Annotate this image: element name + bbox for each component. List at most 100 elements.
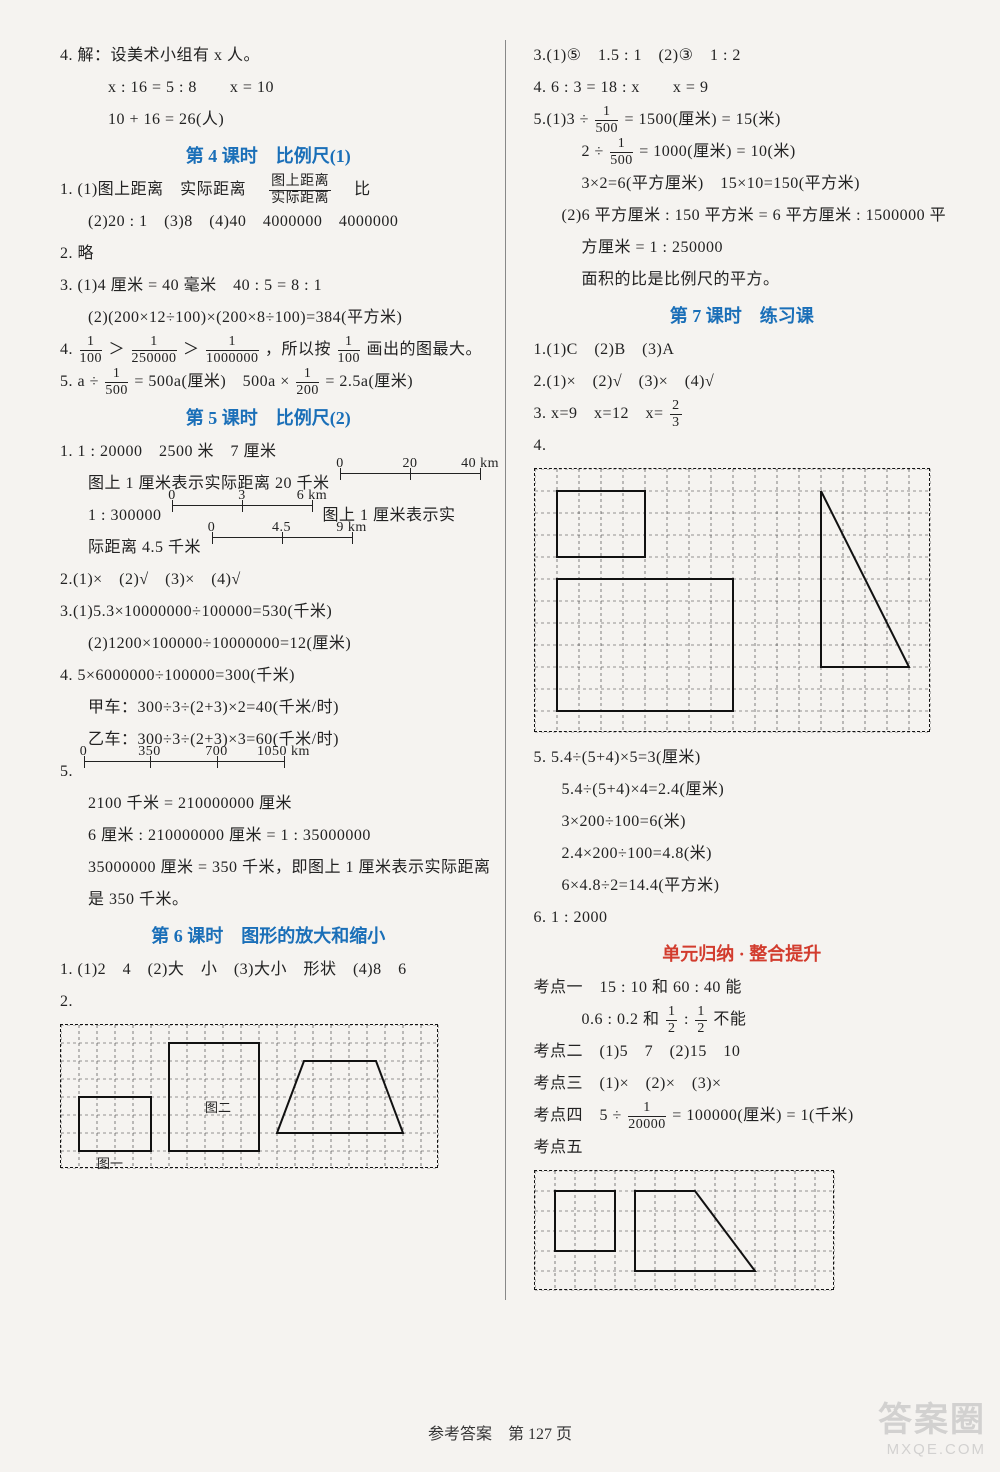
text: 图上 1 厘米表示实际距离 20 千米 02040 km bbox=[60, 468, 477, 500]
frac-den: 250000 bbox=[132, 351, 177, 366]
text: 0.6 : 0.2 和 bbox=[582, 1011, 664, 1028]
text: = 1500(厘米) = 15(米) bbox=[624, 111, 780, 128]
frac-num: 1 bbox=[338, 335, 361, 351]
frac-den: 2 bbox=[666, 1021, 678, 1036]
frac-num: 1 bbox=[666, 1005, 678, 1021]
text: 5. a ÷ bbox=[60, 373, 103, 390]
text: 际距离 4.5 千米 04.59 km bbox=[60, 532, 477, 564]
text: 1 : 300000 036 km 图上 1 厘米表示实 bbox=[60, 500, 477, 532]
text: x : 16 = 5 : 8 x = 10 bbox=[60, 72, 477, 104]
text: = 100000(厘米) = 1(千米) bbox=[672, 1107, 853, 1124]
text: 考点四 5 ÷ 120000 = 100000(厘米) = 1(千米) bbox=[534, 1100, 951, 1132]
text: ，所以按 bbox=[265, 341, 331, 358]
text: 0.6 : 0.2 和 12 : 12 不能 bbox=[534, 1004, 951, 1036]
text: : bbox=[684, 1011, 693, 1028]
text: 3×200÷100=6(米) bbox=[534, 806, 951, 838]
watermark-en: MXQE.COM bbox=[878, 1441, 986, 1458]
text: = 2.5a(厘米) bbox=[325, 373, 413, 390]
frac-num: 1 bbox=[695, 1005, 707, 1021]
text: (2)6 平方厘米 : 150 平方米 = 6 平方厘米 : 1500000 平 bbox=[534, 200, 951, 232]
text: 面积的比是比例尺的平方。 bbox=[534, 264, 951, 296]
text: (2)(200×12÷100)×(200×8÷100)=384(平方米) bbox=[60, 302, 477, 334]
frac-den: 500 bbox=[595, 121, 618, 136]
text: 不能 bbox=[713, 1011, 746, 1028]
text: 35000000 厘米 = 350 千米，即图上 1 厘米表示实际距离 bbox=[60, 852, 477, 884]
frac-den: 100 bbox=[80, 351, 103, 366]
grid-figure-k5 bbox=[534, 1170, 834, 1290]
fraction: 120000 bbox=[628, 1101, 666, 1132]
fraction: 1100 bbox=[338, 335, 361, 366]
frac-den: 20000 bbox=[628, 1117, 666, 1132]
frac-num: 1 bbox=[296, 367, 319, 383]
text: 3.(1)5.3×10000000÷100000=530(千米) bbox=[60, 596, 477, 628]
heading-lesson5: 第 5 课时 比例尺(2) bbox=[60, 404, 477, 430]
frac-den: 1000000 bbox=[206, 351, 259, 366]
text: 5. a ÷ 1500 = 500a(厘米) 500a × 1200 = 2.5… bbox=[60, 366, 477, 398]
fraction: 1200 bbox=[296, 367, 319, 398]
text: 6×4.8÷2=14.4(平方米) bbox=[534, 870, 951, 902]
text: 4. 解：设美术小组有 x 人。 bbox=[60, 40, 477, 72]
text: 考点四 5 ÷ bbox=[534, 1107, 627, 1124]
text: = 1000(厘米) = 10(米) bbox=[639, 143, 795, 160]
frac-den: 100 bbox=[338, 351, 361, 366]
text: 比 bbox=[338, 181, 371, 198]
text: 2 ÷ bbox=[582, 143, 609, 160]
fraction: 12 bbox=[695, 1005, 707, 1036]
text: 5. 5.4÷(5+4)×5=3(厘米) bbox=[534, 742, 951, 774]
left-column: 4. 解：设美术小组有 x 人。 x : 16 = 5 : 8 x = 10 1… bbox=[60, 40, 477, 1300]
heading-lesson4: 第 4 课时 比例尺(1) bbox=[60, 142, 477, 168]
text: 5. 03507001050 km bbox=[60, 756, 477, 788]
watermark: 答案圈 MXQE.COM bbox=[878, 1392, 986, 1458]
text: 2 ÷ 1500 = 1000(厘米) = 10(米) bbox=[534, 136, 951, 168]
fraction: 图上距离 实际距离 bbox=[269, 175, 331, 206]
text: 考点三 (1)× (2)× (3)× bbox=[534, 1068, 951, 1100]
text: 1 : 300000 bbox=[88, 507, 161, 524]
fraction: 23 bbox=[670, 399, 682, 430]
heading-lesson7: 第 7 课时 练习课 bbox=[534, 302, 951, 328]
text: 画出的图最大。 bbox=[367, 341, 483, 358]
text: 3. (1)4 厘米 = 40 毫米 40 : 5 = 8 : 1 bbox=[60, 270, 477, 302]
text: (2)1200×100000÷10000000=12(厘米) bbox=[60, 628, 477, 660]
text: 图上 1 厘米表示实际距离 20 千米 bbox=[88, 475, 330, 492]
text: 2. 略 bbox=[60, 238, 477, 270]
text: 4. bbox=[534, 430, 951, 462]
text: 1.(1)C (2)B (3)A bbox=[534, 334, 951, 366]
text: 考点五 bbox=[534, 1132, 951, 1164]
text: = 500a(厘米) 500a × bbox=[134, 373, 294, 390]
text: 1. (1)2 4 (2)大 小 (3)大小 形状 (4)8 6 bbox=[60, 954, 477, 986]
grid-figure-q4 bbox=[534, 468, 930, 732]
page-container: 4. 解：设美术小组有 x 人。 x : 16 = 5 : 8 x = 10 1… bbox=[0, 0, 1000, 1360]
text: 4. bbox=[60, 341, 78, 358]
text: 3.(1)⑤ 1.5 : 1 (2)③ 1 : 2 bbox=[534, 40, 951, 72]
heading-lesson6: 第 6 课时 图形的放大和缩小 bbox=[60, 922, 477, 948]
text: 1. (1)图上距离 实际距离 bbox=[60, 181, 263, 198]
text: 4. 5×6000000÷100000=300(千米) bbox=[60, 660, 477, 692]
fraction: 1250000 bbox=[132, 335, 177, 366]
text: 是 350 千米。 bbox=[60, 884, 477, 916]
text: 5. bbox=[60, 763, 73, 780]
text: 甲车：300÷3÷(2+3)×2=40(千米/时) bbox=[60, 692, 477, 724]
text: 2.4×200÷100=4.8(米) bbox=[534, 838, 951, 870]
fraction: 1500 bbox=[105, 367, 128, 398]
fraction: 1100 bbox=[80, 335, 103, 366]
frac-den: 实际距离 bbox=[269, 191, 331, 206]
frac-num: 1 bbox=[628, 1101, 666, 1117]
scale-ruler: 03507001050 km bbox=[84, 761, 284, 783]
frac-den: 500 bbox=[105, 383, 128, 398]
frac-den: 2 bbox=[695, 1021, 707, 1036]
frac-den: 500 bbox=[610, 153, 633, 168]
text: 5.(1)3 ÷ bbox=[534, 111, 594, 128]
fraction: 11000000 bbox=[206, 335, 259, 366]
text: 考点二 (1)5 7 (2)15 10 bbox=[534, 1036, 951, 1068]
text: 3×2=6(平方厘米) 15×10=150(平方米) bbox=[534, 168, 951, 200]
fraction: 12 bbox=[666, 1005, 678, 1036]
text: (2)20 : 1 (3)8 (4)40 4000000 4000000 bbox=[60, 206, 477, 238]
frac-num: 1 bbox=[105, 367, 128, 383]
right-column: 3.(1)⑤ 1.5 : 1 (2)③ 1 : 2 4. 6 : 3 = 18 … bbox=[534, 40, 951, 1300]
text: 3. x=9 x=12 x= bbox=[534, 405, 664, 422]
text: 5.4÷(5+4)×4=2.4(厘米) bbox=[534, 774, 951, 806]
text: 2100 千米 = 210000000 厘米 bbox=[60, 788, 477, 820]
column-divider bbox=[505, 40, 506, 1300]
text: 6 厘米 : 210000000 厘米 = 1 : 35000000 bbox=[60, 820, 477, 852]
scale-ruler: 02040 km bbox=[340, 473, 480, 495]
